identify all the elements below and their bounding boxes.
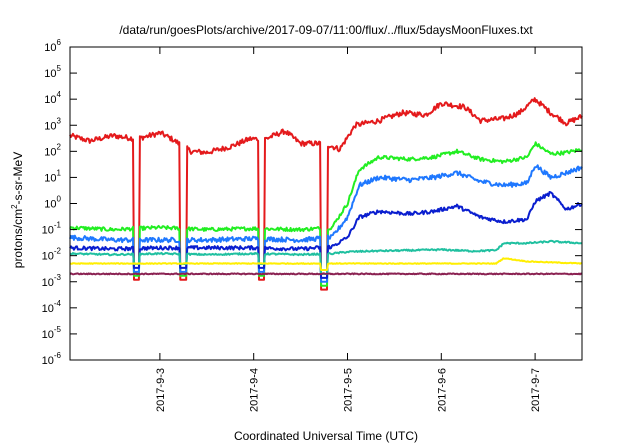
y-axis-label: protons/cm2-s-sr-MeV [10,152,25,268]
y-tick-label-2: 10-4 [42,299,62,315]
x-axis-label: Coordinated Universal Time (UTC) [234,429,418,443]
y-tick-label-3: 10-3 [42,273,62,289]
y-axis-label-prefix: protons/cm [11,209,25,268]
y-axis-label-suffix: -s-sr-MeV [11,152,25,205]
y-tick-label-1: 10-5 [42,325,62,341]
y-tick-label-10: 104 [44,90,61,106]
y-tick-label-12: 106 [44,38,61,54]
series-line-1 [69,141,583,287]
series-line-5 [69,257,582,271]
y-tick-label-5: 10-1 [42,221,62,237]
y-tick-label-8: 102 [44,142,61,158]
series-line-6 [69,272,583,276]
x-tick-label-0: 2017-9-3 [155,368,167,412]
series-layer [69,97,583,291]
y-tick-label-6: 100 [44,195,61,211]
y-tick-label-0: 10-6 [42,351,62,367]
y-tick-label-4: 10-2 [42,247,62,263]
series-line-0 [69,97,583,291]
y-tick-label-11: 105 [44,64,61,80]
y-tick-label-9: 103 [44,116,61,132]
x-tick-label-4: 2017-9-7 [530,368,542,412]
plot-frame [69,46,583,361]
chart-title: /data/run/goesPlots/archive/2017-09-07/1… [119,23,533,37]
series-line-3 [69,191,583,279]
axis-layer: 10-6 10-5 10-4 10-3 10-2 10-1 100 101 102 103 104 1… [42,38,582,412]
series-line-2 [69,164,583,283]
x-tick-label-2: 2017-9-5 [342,368,354,412]
y-axis-label-sup: 2 [10,204,19,209]
x-tick-label-1: 2017-9-4 [249,368,261,412]
x-tick-label-3: 2017-9-6 [436,368,448,412]
y-tick-label-7: 101 [44,168,61,184]
